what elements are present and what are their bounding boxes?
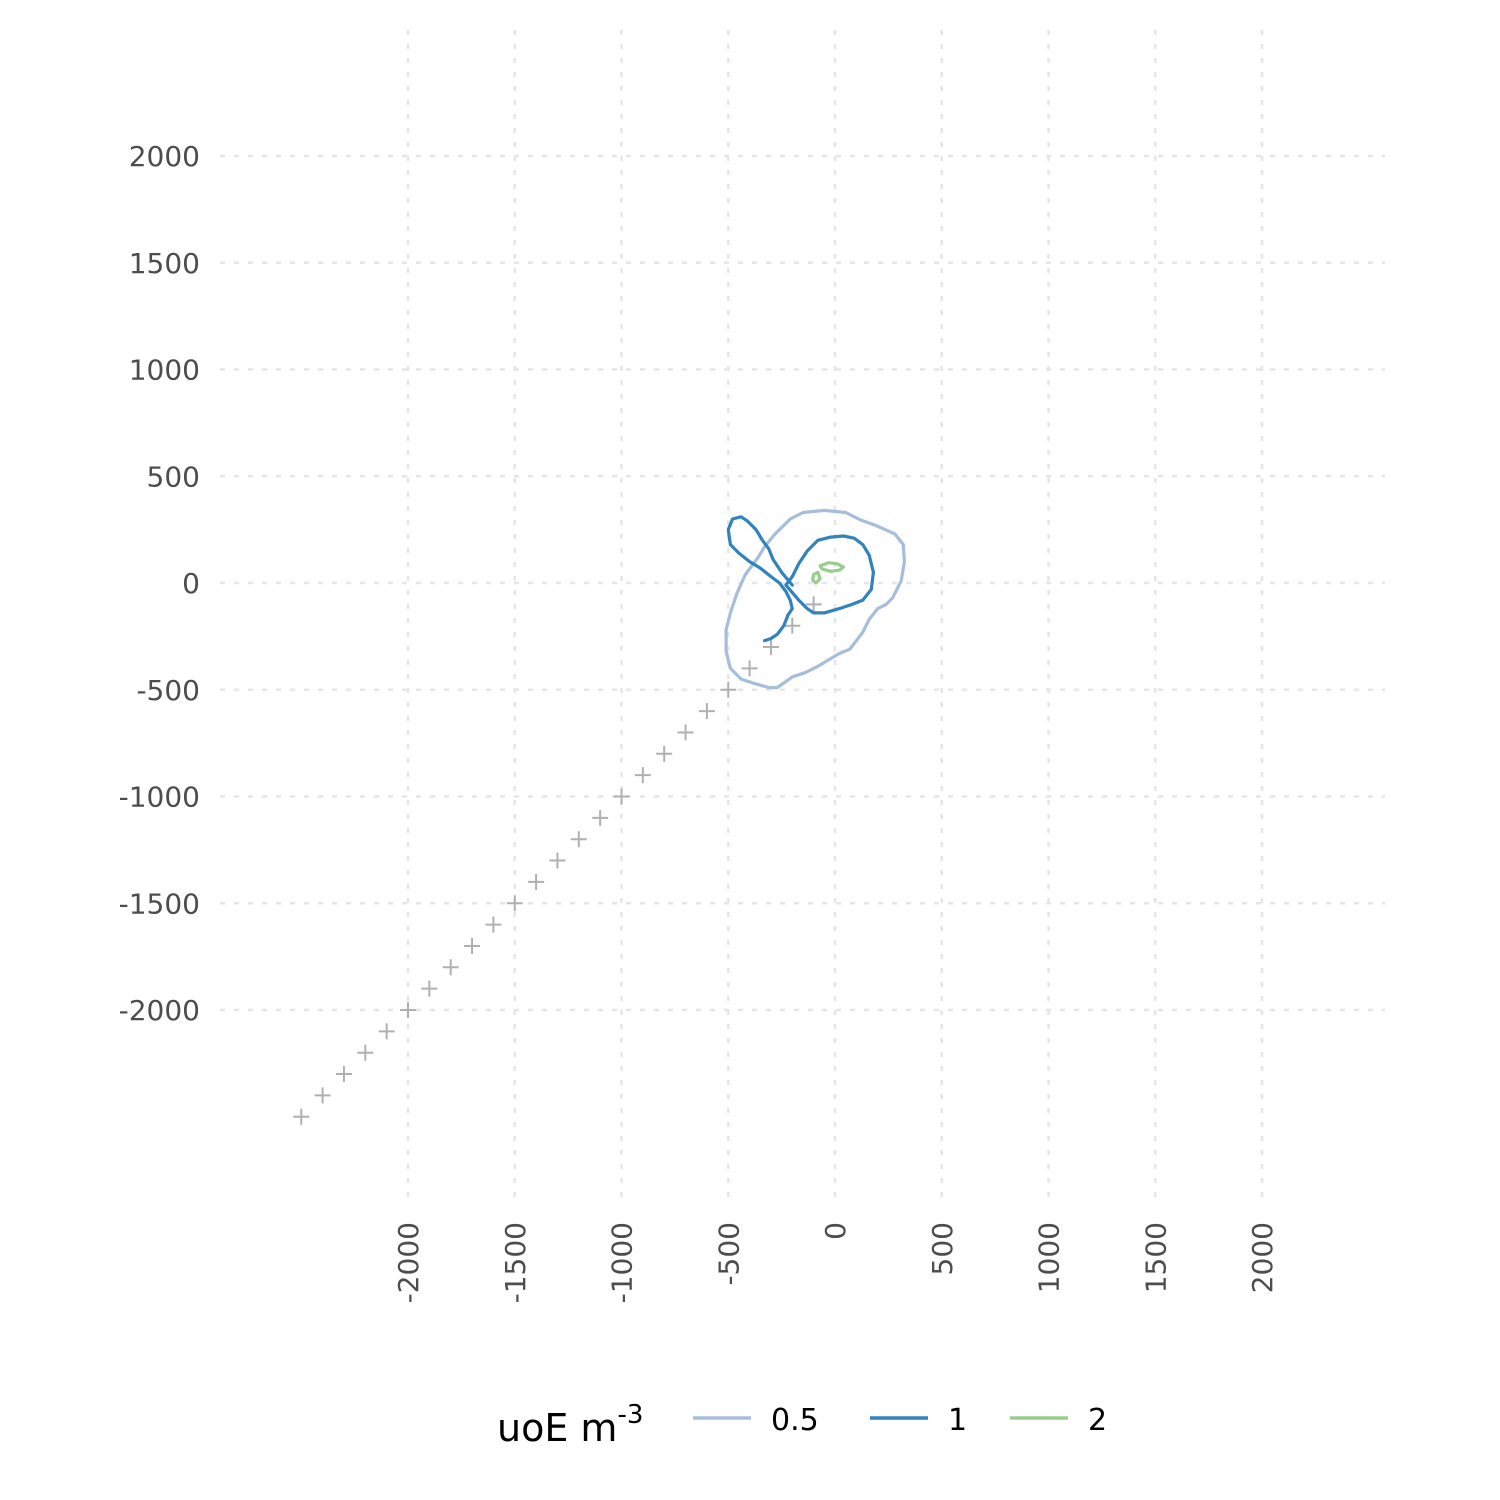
track-point	[784, 617, 801, 634]
legend-entries: 0.5 1 2	[693, 1403, 1107, 1438]
y-tick-label: 1000	[129, 354, 200, 387]
y-tick-label: -1000	[119, 781, 200, 814]
x-tick-label: -1000	[606, 1222, 639, 1303]
track-point	[570, 831, 587, 848]
contour-line-level-1-1	[726, 515, 794, 643]
track-point	[421, 980, 438, 997]
contour-line-level-2-4	[811, 570, 822, 585]
track-point	[528, 873, 545, 890]
contour-line-level-0-5-0	[724, 508, 906, 690]
x-tick-label: -2000	[392, 1222, 425, 1303]
track-point	[485, 916, 502, 933]
track-point	[698, 703, 715, 720]
track-point	[720, 681, 737, 698]
y-tick-label: 0	[182, 567, 200, 600]
track-point	[293, 1108, 310, 1125]
track-point	[592, 809, 609, 826]
x-tick-label: 0	[819, 1222, 852, 1240]
x-tick-label: 500	[926, 1222, 959, 1275]
legend-entry: 2	[1010, 1403, 1107, 1438]
track-point	[613, 788, 630, 805]
y-tick-label: 500	[147, 460, 200, 493]
track-point	[762, 639, 779, 656]
track-point	[464, 937, 481, 954]
track-points	[293, 596, 822, 1125]
legend-label: 2	[1088, 1403, 1107, 1438]
track-point	[677, 724, 694, 741]
track-point	[335, 1066, 352, 1083]
y-tick-label: -500	[136, 674, 200, 707]
legend-title-main: uoE m	[497, 1406, 617, 1450]
x-tick-label: 1000	[1033, 1222, 1066, 1293]
legend-title-superscript: -3	[617, 1400, 643, 1430]
track-point	[741, 660, 758, 677]
track-point	[378, 1023, 395, 1040]
legend-label: 0.5	[771, 1403, 819, 1438]
legend-title: uoE m-3	[497, 1400, 643, 1450]
legend-entry: 1	[870, 1403, 967, 1438]
track-point	[400, 1002, 416, 1018]
contour-line-level-1-2	[784, 534, 875, 615]
legend-entry: 0.5	[693, 1403, 819, 1438]
legend: uoE m-3 0.5 1 2	[497, 1400, 1107, 1450]
x-tick-label: 1500	[1139, 1222, 1172, 1293]
y-tick-label: 2000	[129, 140, 200, 173]
grid	[220, 30, 1385, 1200]
y-tick-label: 1500	[129, 247, 200, 280]
track-point	[549, 852, 566, 869]
track-point	[506, 895, 523, 912]
x-axis-tick-labels: -2000 -1500 -1000 -500 0 500 1000 1500 2000	[392, 1222, 1279, 1303]
track-point	[805, 596, 822, 613]
x-tick-label: -1500	[499, 1222, 532, 1303]
y-tick-label: -2000	[119, 994, 200, 1027]
y-axis-tick-labels: -2000 -1500 -1000 -500 0 500 1000 1500 2000	[119, 140, 200, 1027]
y-tick-label: -1500	[119, 887, 200, 920]
legend-label: 1	[948, 1403, 967, 1438]
track-point	[357, 1044, 374, 1061]
track-point	[314, 1087, 331, 1104]
contour-lines	[724, 508, 906, 690]
track-point	[634, 767, 651, 784]
track-point	[442, 959, 459, 976]
x-tick-label: 2000	[1246, 1222, 1279, 1293]
x-tick-label: -500	[712, 1222, 745, 1286]
contour-line-level-2-3	[818, 561, 846, 573]
track-point	[656, 745, 673, 762]
